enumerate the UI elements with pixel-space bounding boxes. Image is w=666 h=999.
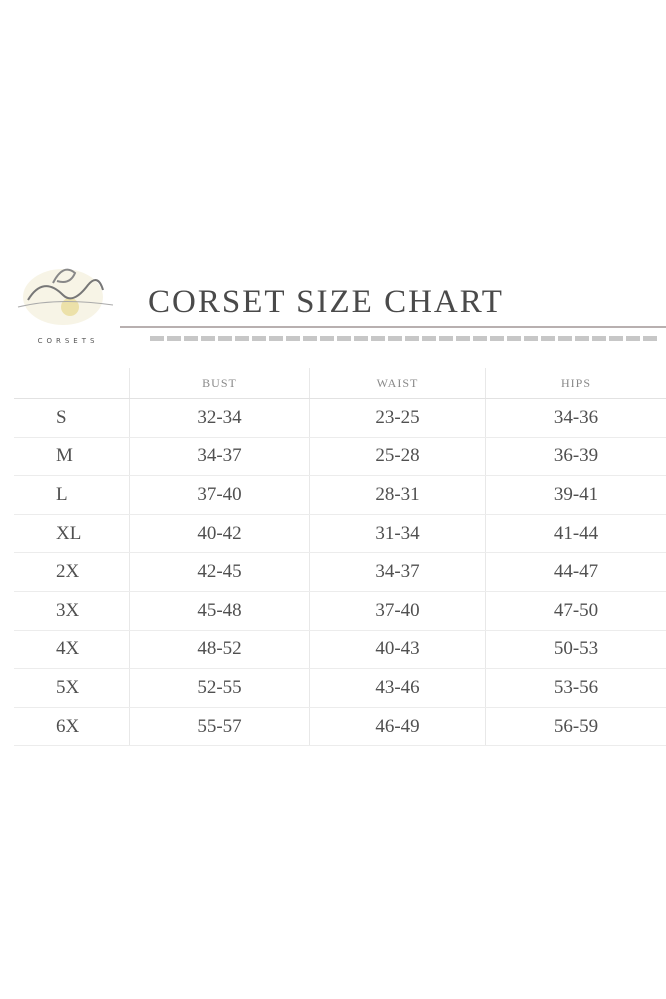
- cell-hips: 36-39: [553, 445, 599, 467]
- table-row: S 32-34 23-25 34-36: [14, 399, 666, 438]
- cell-bust: 40-42: [130, 514, 310, 553]
- cell-waist: 37-40: [310, 591, 486, 630]
- cell-bust: 45-48: [130, 591, 310, 630]
- cell-waist: 40-43: [310, 630, 486, 669]
- cell-size: 6X: [14, 707, 130, 746]
- header-hips: HIPS: [560, 375, 591, 390]
- cell-size: S: [14, 399, 130, 437]
- cell-hips: 50-53: [553, 638, 599, 660]
- cell-hips: 53-56: [553, 676, 599, 698]
- cell-hips: 39-41: [553, 483, 599, 505]
- cell-size: M: [14, 437, 130, 476]
- cell-size: 2X: [14, 553, 130, 591]
- cell-bust: 48-52: [130, 630, 310, 669]
- cell-bust: 37-40: [130, 476, 310, 514]
- cell-waist: 28-31: [310, 476, 486, 514]
- cell-bust: 55-57: [130, 707, 310, 746]
- header-waist: WAIST: [310, 368, 486, 398]
- cell-hips: 41-44: [553, 522, 599, 544]
- table-header-row: BUST WAIST HIPS: [14, 368, 666, 399]
- title-divider: [120, 326, 666, 328]
- cell-size: 5X: [14, 669, 130, 707]
- cell-size: 3X: [14, 591, 130, 630]
- cell-waist: 31-34: [310, 514, 486, 553]
- cell-waist: 43-46: [310, 669, 486, 707]
- table-row: 5X 52-55 43-46 53-56: [14, 669, 666, 708]
- cell-bust: 52-55: [130, 669, 310, 707]
- brand-logo: CORSETS: [8, 255, 128, 350]
- table-row: 4X 48-52 40-43 50-53: [14, 630, 666, 670]
- table-row: L 37-40 28-31 39-41: [14, 476, 666, 515]
- size-table: BUST WAIST HIPS S 32-34 23-25 34-36 M 34-37 25…: [14, 368, 666, 747]
- table-row: 6X 55-57 46-49 56-59: [14, 707, 666, 747]
- cell-hips: 47-50: [553, 599, 599, 621]
- table-row: 3X 45-48 37-40 47-50: [14, 591, 666, 631]
- page-title: CORSET SIZE CHART: [148, 284, 504, 320]
- cell-size: L: [14, 476, 130, 514]
- svg-text:CORSETS: CORSETS: [38, 337, 99, 345]
- cell-waist: 34-37: [310, 553, 486, 591]
- header-size: [14, 368, 130, 398]
- cell-waist: 25-28: [310, 437, 486, 476]
- cell-bust: 34-37: [130, 437, 310, 476]
- cell-size: XL: [14, 514, 130, 553]
- cell-waist: 46-49: [310, 707, 486, 746]
- table-row: M 34-37 25-28 36-39: [14, 437, 666, 477]
- header-bust: BUST: [130, 368, 310, 398]
- cell-bust: 42-45: [130, 553, 310, 591]
- fine-print-line: [150, 336, 660, 341]
- cell-waist: 23-25: [310, 399, 486, 437]
- cell-bust: 32-34: [130, 399, 310, 437]
- cell-hips: 44-47: [553, 561, 599, 583]
- table-row: 2X 42-45 34-37 44-47: [14, 553, 666, 592]
- cell-hips: 34-36: [553, 406, 599, 428]
- cell-size: 4X: [14, 630, 130, 669]
- table-row: XL 40-42 31-34 41-44: [14, 514, 666, 554]
- cell-hips: 56-59: [553, 715, 599, 737]
